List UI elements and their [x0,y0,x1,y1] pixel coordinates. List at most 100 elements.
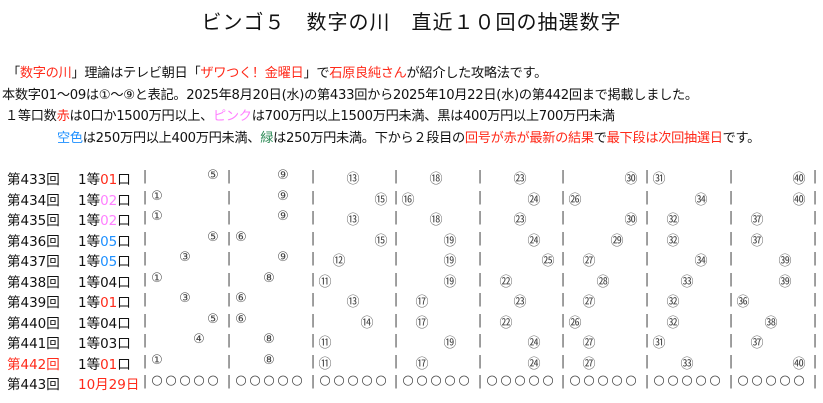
column-separator: | [477,229,483,246]
column-separator: | [393,373,399,389]
column-separator: | [644,373,650,389]
intro-line-2: 本数字01～09は①～⑨と表記。2025年8月20日(水)の第433回から202… [2,88,698,103]
drawn-number: ⑮ [374,233,388,249]
drawn-number: ㊲ [750,233,764,249]
highlight-sky: 空色 [57,131,83,146]
text: は250万円未満。下から２段目の [273,131,465,146]
highlight-red: 石原良純さん [329,66,407,81]
column-separator: | [477,311,483,328]
column-separator: | [310,291,316,307]
column-separator: | [226,250,232,266]
next-draw-date: 10月29日 [78,377,140,393]
highlight-red: 回号が赤が最新の結果 [464,131,594,146]
drawn-number: ① [151,209,163,224]
empty-slot: ○ [751,373,763,388]
drawn-number: ⑤ [207,229,219,245]
text: は0口か1500万円以上、 [69,109,214,124]
prize-suffix: 口 [117,172,131,188]
prize-suffix: 口 [117,295,131,311]
column-separator: | [812,250,818,266]
empty-slot: ○ [444,373,456,388]
column-separator: | [393,270,399,287]
column-separator: | [560,352,566,369]
drawn-number: ⑬ [346,295,360,310]
drawn-number: ㉜ [666,213,680,228]
drawn-number: ㊴ [778,254,792,269]
column-separator: | [310,311,316,328]
empty-slot: ○ [347,373,359,388]
column-separator: | [226,352,232,369]
first-prize-count: 1等02口 [78,189,131,209]
empty-slot: ○ [263,373,275,388]
column-separator: | [393,188,399,205]
column-separator: | [728,352,734,369]
prize-count: 04 [100,274,118,291]
drawn-number: ⑬ [346,172,360,187]
column-separator: | [142,373,148,389]
drawn-number: ㉚ [624,172,638,187]
prize-prefix: 1等 [78,254,101,270]
drawn-number: ㊴ [778,274,792,290]
column-separator: | [644,332,650,348]
column-separator: | [393,250,399,266]
column-separator: | [644,168,650,184]
drawn-number: ㉜ [666,295,680,310]
column-separator: | [728,188,734,205]
empty-slot: ○ [165,373,177,388]
round-number: 第438回 [7,274,60,291]
drawn-number: ⑨ [277,250,289,265]
column-separator: | [644,229,650,246]
drawn-number: ㉖ [568,315,582,331]
column-separator: | [812,352,818,369]
drawn-number: ㉗ [582,336,596,351]
text: で [593,131,607,146]
round-number: 第443回 [7,377,60,393]
empty-slot: ○ [514,373,526,388]
column-separator: | [310,209,316,225]
empty-slot: ○ [291,373,303,388]
column-separator: | [728,209,734,225]
drawn-number: ⑤ [207,168,219,183]
drawn-number: ⑨ [277,209,289,224]
column-separator: | [142,168,148,184]
round-number: 第442回 [7,356,60,373]
drawn-number: ㉒ [499,274,513,290]
column-separator: | [812,332,818,348]
column-separator: | [728,332,734,348]
empty-slot: ○ [207,373,219,388]
drawn-number: ㊵ [792,192,806,208]
column-separator: | [226,373,232,389]
drawn-number: ⑱ [429,172,443,187]
prize-prefix: 1等 [78,172,101,188]
empty-slot: ○ [235,373,247,388]
prize-prefix: 1等 [78,233,101,250]
prize-count: 05 [100,233,118,250]
round-number: 第435回 [7,213,60,229]
drawn-number: ⑪ [318,274,332,290]
prize-count: 02 [100,192,118,209]
first-prize-count: 1等01口 [78,353,131,373]
column-separator: | [310,229,316,246]
column-separator: | [644,311,650,328]
text: は700万円以上1500万円未満、黒は400万円以上700万円未満 [251,109,615,124]
column-separator: | [310,332,316,348]
column-separator: | [226,168,232,184]
column-separator: | [644,270,650,287]
column-separator: | [560,373,566,389]
column-separator: | [728,270,734,287]
text: 」理論はテレビ朝日「 [71,66,201,81]
empty-slot: ○ [528,373,540,388]
drawn-number: ⑪ [318,356,332,372]
column-separator: | [812,168,818,184]
empty-slot: ○ [416,373,428,388]
empty-slot: ○ [179,373,191,388]
table-row: 第442回 1等01口 ① ⑧ ⑪ ⑰ ㉔ ㉗ ㉝ ㊵ | | | | | | | | | [0,353,823,373]
drawn-number: ⑮ [374,192,388,208]
first-prize-count: 1等01口 [78,168,131,188]
drawn-number: ⑤ [207,311,219,327]
drawn-number: ㉞ [694,254,708,269]
empty-slot: ○ [361,373,373,388]
drawn-number: ⑭ [360,315,374,331]
column-separator: | [142,250,148,266]
column-separator: | [310,250,316,266]
